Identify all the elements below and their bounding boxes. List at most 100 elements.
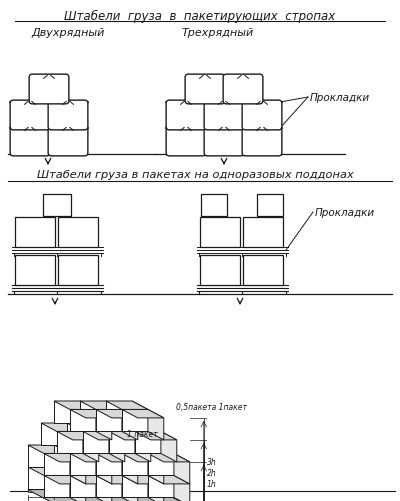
Polygon shape	[93, 423, 135, 431]
Polygon shape	[119, 423, 135, 453]
Polygon shape	[122, 410, 148, 431]
Polygon shape	[54, 424, 164, 441]
Polygon shape	[70, 453, 86, 484]
Polygon shape	[109, 431, 151, 440]
FancyBboxPatch shape	[223, 75, 263, 105]
Polygon shape	[132, 445, 174, 453]
Polygon shape	[132, 424, 164, 443]
Polygon shape	[93, 423, 119, 445]
Text: 1 пакет: 1 пакет	[127, 429, 158, 438]
Polygon shape	[70, 453, 96, 475]
Polygon shape	[132, 445, 148, 475]
Polygon shape	[28, 489, 190, 501]
Polygon shape	[28, 445, 54, 467]
Text: Трехрядный: Трехрядный	[182, 28, 254, 38]
Polygon shape	[67, 423, 93, 445]
Polygon shape	[41, 423, 67, 445]
Polygon shape	[145, 446, 177, 465]
Polygon shape	[132, 401, 148, 431]
Polygon shape	[70, 475, 112, 484]
Polygon shape	[96, 453, 138, 462]
Bar	[243, 217, 283, 247]
Polygon shape	[122, 475, 148, 497]
Polygon shape	[148, 410, 164, 440]
Text: Штабели  груза  в  пакетирующих  стропах: Штабели груза в пакетирующих стропах	[64, 10, 336, 23]
Polygon shape	[122, 453, 148, 475]
FancyBboxPatch shape	[242, 101, 282, 131]
FancyBboxPatch shape	[48, 101, 88, 131]
Polygon shape	[54, 424, 164, 441]
Polygon shape	[106, 467, 122, 497]
Polygon shape	[28, 489, 190, 501]
Bar	[58, 217, 98, 247]
Polygon shape	[28, 467, 54, 489]
Polygon shape	[161, 431, 177, 462]
Bar	[42, 194, 70, 216]
Polygon shape	[122, 453, 138, 484]
Text: Прокладки: Прокладки	[310, 93, 370, 103]
FancyBboxPatch shape	[48, 127, 88, 156]
Polygon shape	[54, 467, 96, 475]
Text: 0,5пакета 1пакет: 0,5пакета 1пакет	[176, 402, 247, 411]
Polygon shape	[132, 467, 148, 497]
Polygon shape	[80, 401, 122, 410]
Polygon shape	[70, 475, 96, 497]
Polygon shape	[41, 446, 145, 448]
Polygon shape	[80, 467, 122, 475]
Polygon shape	[122, 475, 164, 484]
Bar	[15, 217, 55, 247]
Polygon shape	[80, 467, 106, 489]
Polygon shape	[96, 410, 122, 431]
Polygon shape	[109, 431, 125, 462]
Polygon shape	[174, 453, 190, 484]
Bar	[15, 256, 55, 286]
Text: 1h: 1h	[207, 479, 216, 488]
FancyBboxPatch shape	[204, 101, 244, 131]
Polygon shape	[106, 467, 132, 489]
Polygon shape	[106, 445, 132, 467]
Polygon shape	[41, 423, 83, 431]
Polygon shape	[54, 424, 132, 426]
Polygon shape	[44, 453, 86, 462]
Bar	[200, 256, 240, 286]
Polygon shape	[57, 431, 99, 440]
Polygon shape	[96, 410, 112, 440]
Polygon shape	[132, 467, 158, 489]
Polygon shape	[83, 431, 99, 462]
Polygon shape	[54, 445, 80, 467]
Polygon shape	[96, 475, 138, 484]
Polygon shape	[80, 445, 106, 467]
Polygon shape	[132, 445, 158, 467]
Bar	[257, 194, 283, 216]
Text: 3h: 3h	[207, 457, 216, 466]
Polygon shape	[106, 445, 122, 475]
Polygon shape	[122, 475, 138, 501]
Polygon shape	[80, 445, 96, 475]
Polygon shape	[135, 431, 151, 462]
Polygon shape	[148, 453, 190, 462]
Polygon shape	[119, 423, 145, 445]
Polygon shape	[67, 423, 83, 453]
Bar	[58, 256, 98, 286]
Polygon shape	[135, 431, 161, 453]
Polygon shape	[174, 475, 190, 501]
FancyBboxPatch shape	[10, 101, 50, 131]
Text: Прокладки: Прокладки	[315, 207, 375, 217]
FancyBboxPatch shape	[166, 127, 206, 156]
Polygon shape	[135, 431, 177, 440]
Polygon shape	[54, 401, 96, 410]
Polygon shape	[70, 410, 112, 418]
Polygon shape	[148, 475, 174, 497]
Polygon shape	[148, 475, 190, 484]
Polygon shape	[41, 446, 177, 462]
Polygon shape	[57, 431, 83, 453]
Polygon shape	[119, 423, 161, 431]
Polygon shape	[83, 431, 125, 440]
Polygon shape	[83, 431, 109, 453]
Polygon shape	[132, 467, 174, 475]
Polygon shape	[44, 453, 70, 475]
FancyBboxPatch shape	[185, 75, 225, 105]
Polygon shape	[109, 431, 135, 453]
Polygon shape	[106, 401, 148, 410]
Polygon shape	[122, 410, 138, 440]
